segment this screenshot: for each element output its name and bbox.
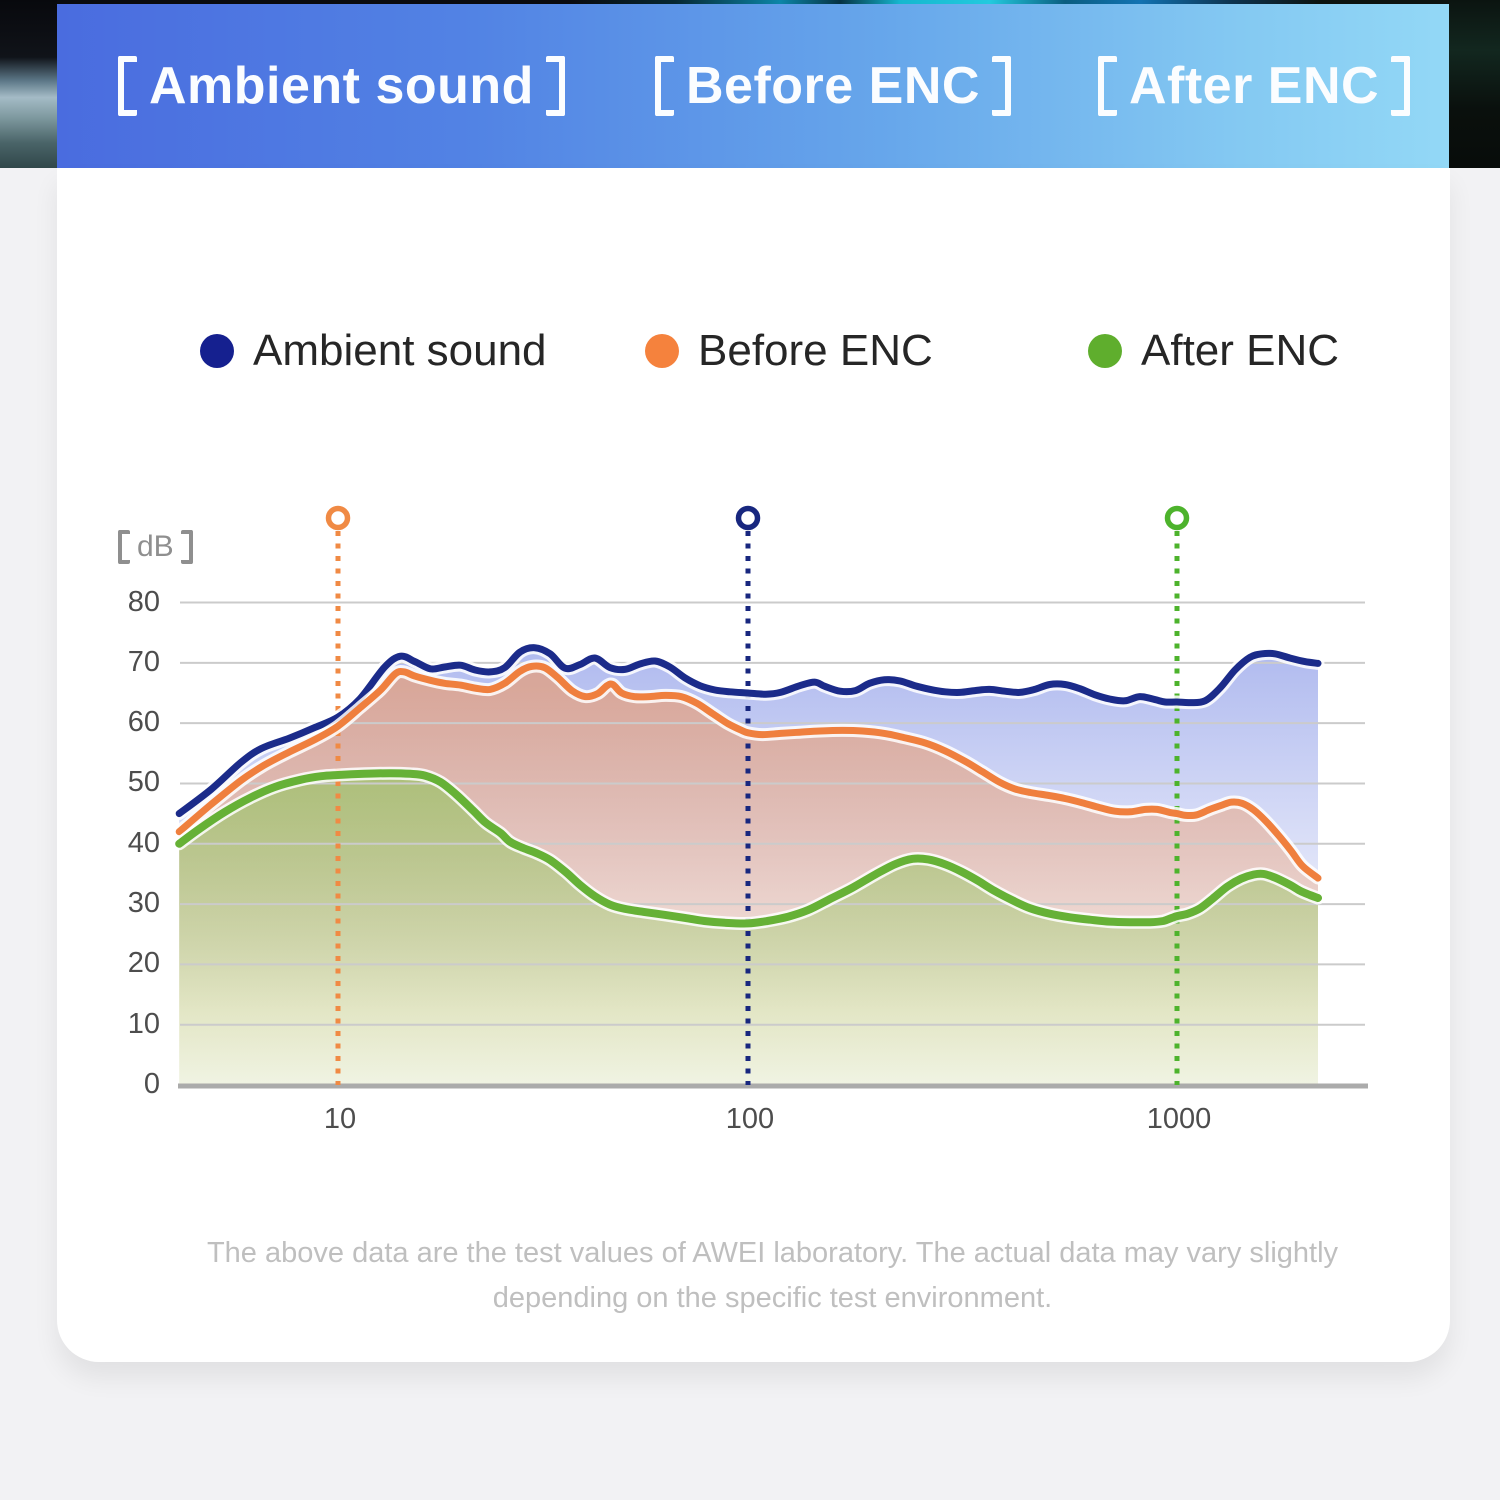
header-title-after-enc: After ENC [1098,56,1411,116]
right-bracket-icon [991,56,1011,116]
y-tick-80: 80 [127,585,160,618]
header-banner: Ambient sound Before ENC After ENC [57,4,1449,168]
left-bracket-icon [655,56,674,116]
legend-item-ambient-sound: Ambient sound [200,326,547,376]
header-title-text: After ENC [1129,57,1380,115]
photo-background-right [1449,0,1500,168]
legend-dot-icon [200,334,234,368]
legend-dot-icon [1088,334,1122,368]
right-bracket-icon [180,530,193,564]
right-bracket-icon [545,56,565,116]
x-tick-1000: 1000 [1146,1103,1212,1135]
y-tick-0: 0 [143,1068,160,1100]
x-tick-10: 10 [323,1103,357,1135]
y-tick-70: 70 [127,645,160,678]
header-title-before-enc: Before ENC [655,56,1011,116]
y-axis-unit-label: dB [118,530,193,564]
marker-circle-100hz [735,505,761,531]
header-title-text: Ambient sound [149,57,534,115]
disclaimer-line-2: depending on the specific test environme… [492,1282,1053,1314]
right-bracket-icon [1391,56,1411,116]
legend-item-after-enc: After ENC [1088,326,1339,376]
left-bracket-icon [118,530,130,564]
y-tick-20: 20 [127,947,160,980]
disclaimer-line-1: The above data are the test values of AW… [206,1237,1339,1269]
legend-label: After ENC [1141,326,1340,375]
marker-circle-1000hz [1164,505,1190,531]
legend-item-before-enc: Before ENC [645,326,933,376]
x-tick-100: 100 [725,1103,775,1135]
legend-label: Before ENC [698,326,933,375]
legend-label: Ambient sound [253,326,547,375]
header-title-text: Before ENC [686,57,980,115]
left-bracket-icon [118,56,137,116]
curve-before-enc [175,662,1322,882]
y-tick-60: 60 [127,706,160,739]
y-tick-40: 40 [127,826,160,859]
header-title-ambient-sound: Ambient sound [118,56,565,116]
curve-after-enc [175,769,1322,928]
y-tick-50: 50 [127,766,160,799]
photo-background-left [0,0,57,168]
left-bracket-icon [1098,56,1117,116]
y-tick-10: 10 [127,1007,160,1040]
marker-circle-10hz [325,505,351,531]
curve-ambient-sound [175,644,1322,818]
legend-dot-icon [645,334,679,368]
y-axis-unit-text: dB [137,530,174,563]
y-tick-30: 30 [127,887,160,920]
disclaimer: The above data are the test values of AW… [180,1231,1365,1321]
